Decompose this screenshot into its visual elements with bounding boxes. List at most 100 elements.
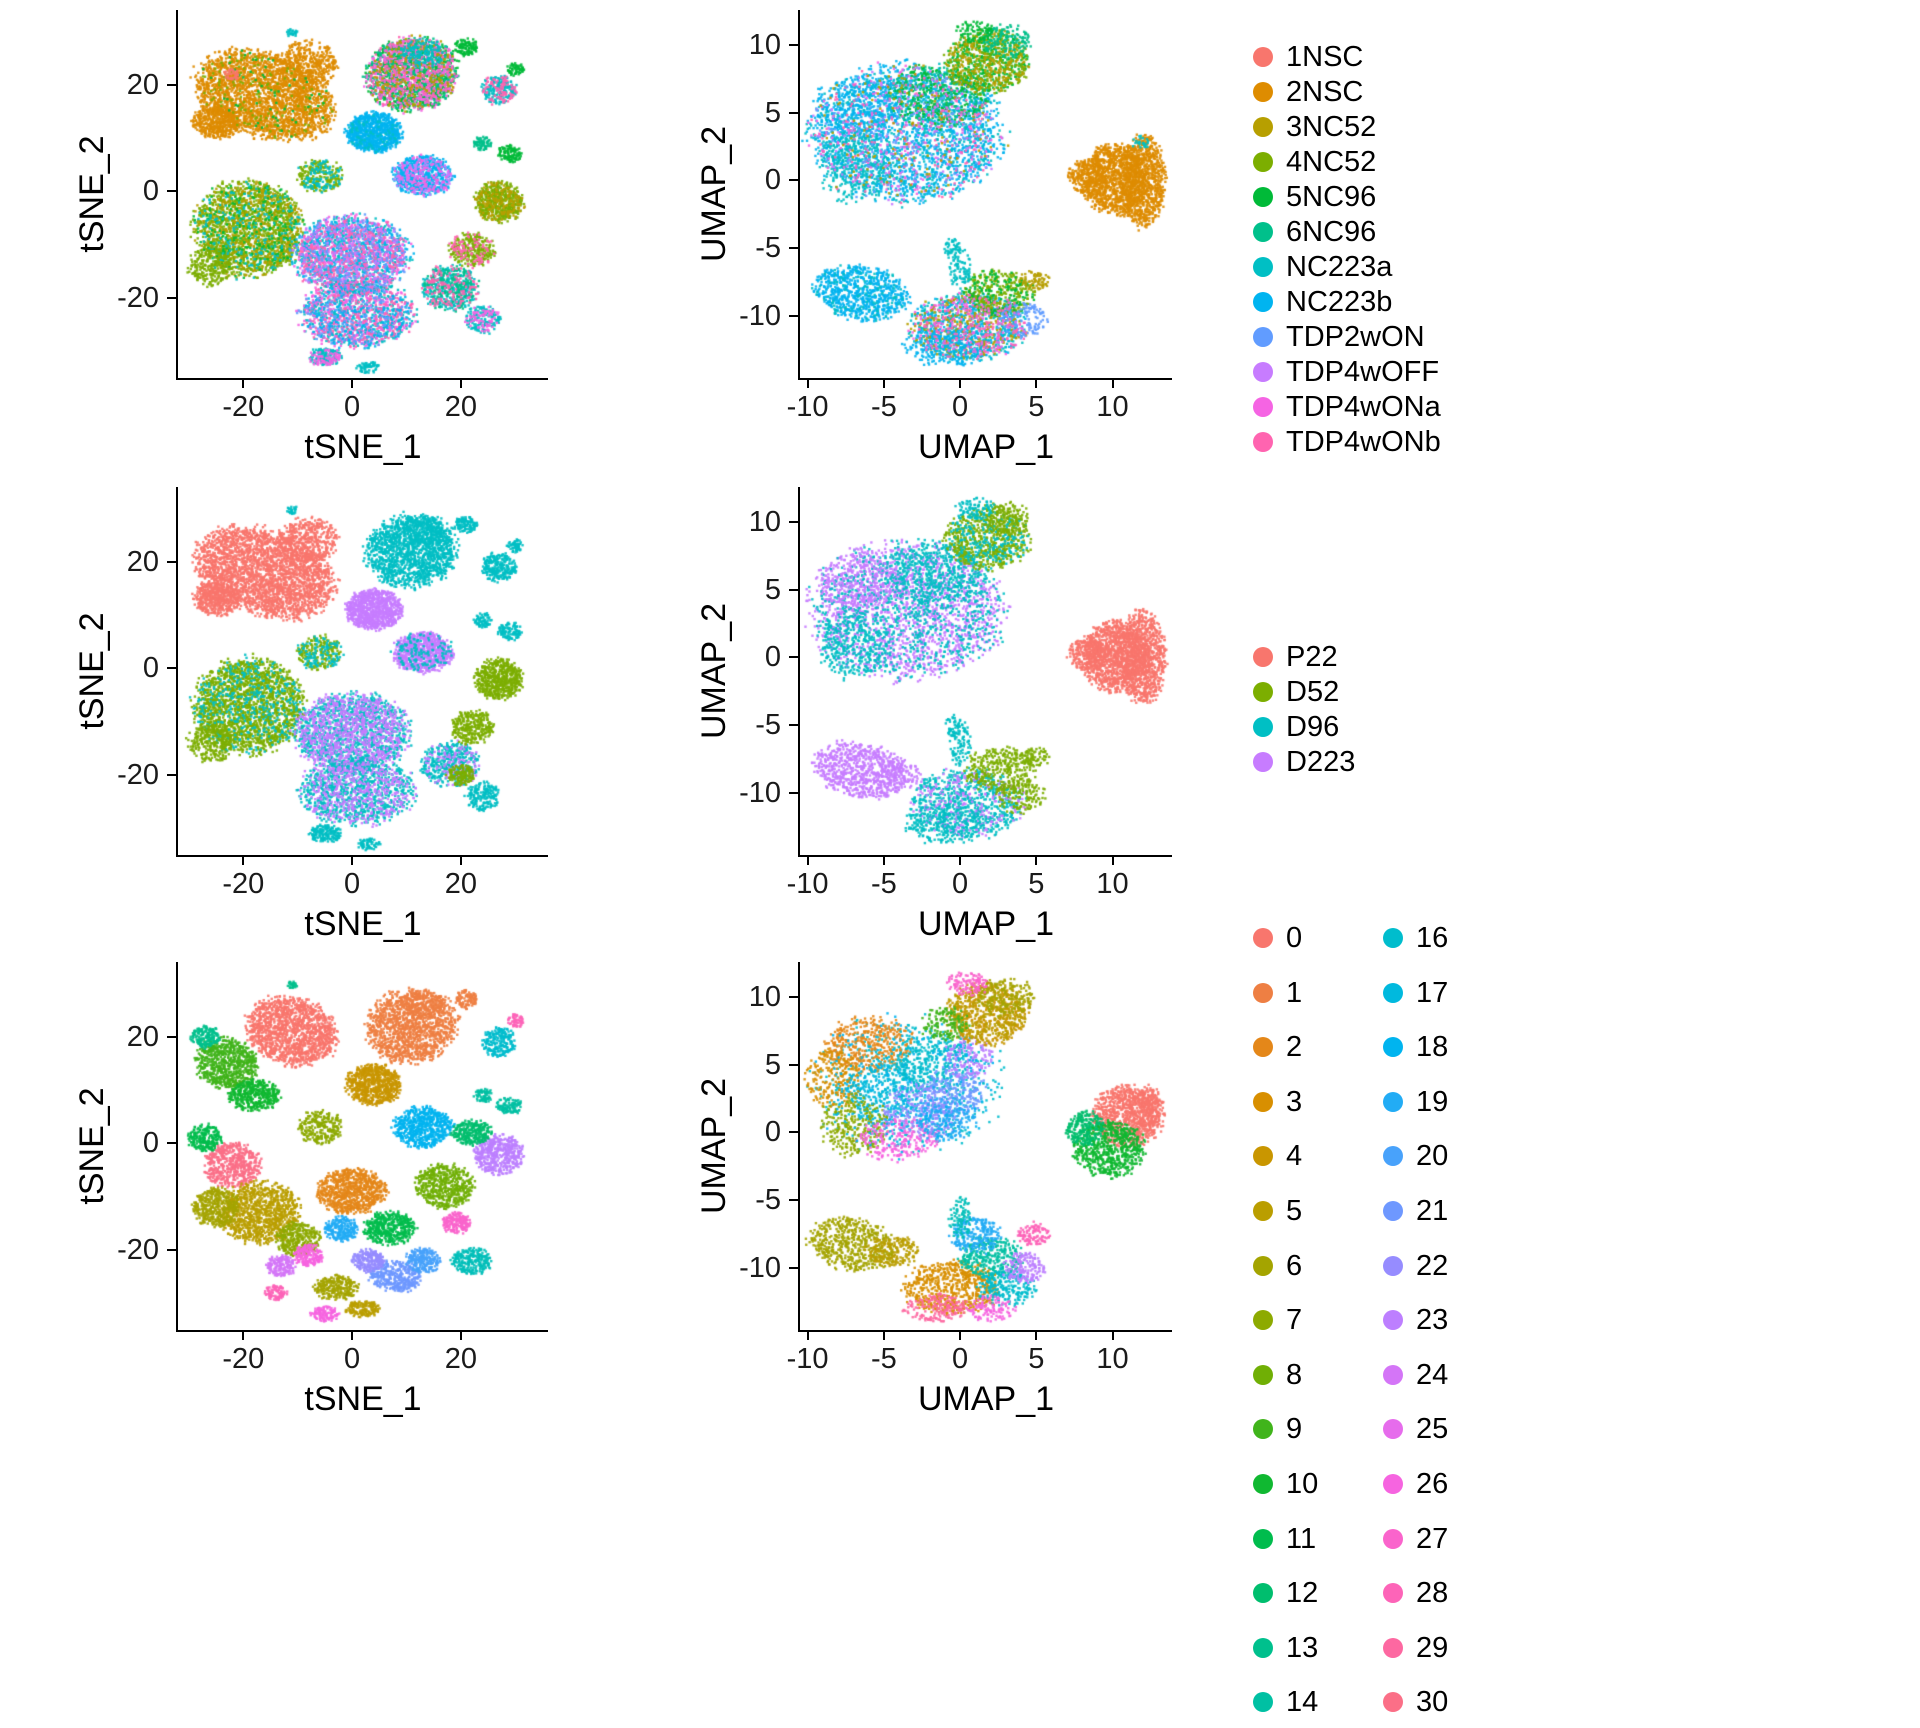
x-tick-mark	[1111, 857, 1114, 865]
x-tick-mark	[242, 380, 245, 388]
legend-swatch-clusters-11	[1253, 1528, 1273, 1549]
legend-swatch-timepoints-D223	[1253, 752, 1273, 772]
y-tick-mark	[789, 179, 798, 182]
legend-swatch-samples-TDP4wOFF	[1253, 362, 1273, 382]
x-tick-mark	[806, 1332, 809, 1340]
x-axis-line	[176, 1330, 548, 1332]
legend-swatch-clusters-3	[1253, 1091, 1273, 1112]
legend-label-samples-4NC52: 4NC52	[1286, 146, 1377, 178]
legend-label-timepoints-D223: D223	[1286, 746, 1356, 778]
y-tick-mark	[789, 791, 798, 794]
x-tick-label: 10	[1096, 1343, 1129, 1375]
legend-swatch-samples-3NC52	[1253, 117, 1273, 137]
legend-label-clusters-1: 1	[1286, 976, 1303, 1009]
x-tick-label: 5	[1028, 1343, 1045, 1375]
legend-swatch-clusters-17	[1383, 982, 1403, 1003]
x-tick-mark	[351, 1332, 354, 1340]
x-axis-line	[798, 378, 1172, 380]
legend-label-samples-1NSC: 1NSC	[1286, 41, 1364, 73]
legend-swatch-clusters-4	[1253, 1146, 1273, 1167]
legend-label-clusters-22: 22	[1416, 1249, 1449, 1282]
legend-label-clusters-27: 27	[1416, 1522, 1449, 1555]
x-tick-label: -5	[870, 868, 897, 900]
y-tick-label: -20	[117, 282, 159, 314]
umap-by-sample-scatter-canvas	[800, 10, 1172, 378]
y-tick-label: -5	[755, 709, 781, 742]
y-tick-label: 10	[748, 29, 781, 62]
x-tick-label: 20	[444, 868, 478, 900]
legend-label-clusters-24: 24	[1416, 1358, 1449, 1391]
x-tick-label: -10	[786, 868, 829, 900]
legend-label-clusters-2: 2	[1286, 1031, 1303, 1064]
legend-swatch-clusters-8	[1253, 1364, 1273, 1385]
y-tick-mark	[167, 560, 176, 563]
x-tick-mark	[882, 380, 885, 388]
x-tick-label: 20	[444, 1343, 478, 1375]
x-tick-mark	[459, 380, 462, 388]
legend-label-clusters-8: 8	[1286, 1358, 1303, 1391]
legend-swatch-clusters-16	[1383, 928, 1403, 948]
legend-swatch-timepoints-D96	[1253, 717, 1273, 737]
x-tick-label: 0	[344, 868, 361, 900]
x-tick-label: 0	[344, 1343, 361, 1375]
legend-label-clusters-28: 28	[1416, 1577, 1449, 1610]
x-axis-line	[176, 378, 548, 380]
legend-label-samples-6NC96: 6NC96	[1286, 216, 1377, 248]
y-tick-label: 5	[764, 573, 781, 606]
legend-swatch-samples-TDP4wONb	[1253, 432, 1273, 452]
y-tick-mark	[167, 190, 176, 193]
legend-label-clusters-18: 18	[1416, 1031, 1449, 1064]
legend-label-samples-3NC52: 3NC52	[1286, 111, 1377, 143]
y-tick-mark	[789, 1266, 798, 1269]
legend-swatch-samples-2NSC	[1253, 82, 1273, 102]
x-tick-label: 5	[1028, 391, 1045, 423]
y-tick-mark	[167, 774, 176, 776]
x-tick-mark	[959, 857, 962, 865]
legend-label-clusters-11: 11	[1286, 1522, 1317, 1555]
legend-swatch-clusters-5	[1253, 1201, 1273, 1221]
legend-swatch-samples-5NC96	[1253, 187, 1273, 207]
legend-swatch-clusters-0	[1253, 928, 1273, 948]
y-tick-mark	[167, 1249, 176, 1251]
legend-label-clusters-7: 7	[1286, 1304, 1303, 1337]
y-tick-mark	[789, 1063, 798, 1066]
y-tick-mark	[789, 1199, 798, 1202]
legend-swatch-clusters-14	[1253, 1692, 1273, 1713]
x-axis-title: UMAP_1	[917, 1380, 1055, 1418]
legend-label-timepoints-P22: P22	[1286, 641, 1338, 673]
y-axis-line	[176, 487, 178, 857]
x-tick-label: -10	[786, 1343, 829, 1375]
legend-label-clusters-14: 14	[1286, 1686, 1319, 1719]
y-tick-label: -10	[739, 1251, 781, 1284]
y-tick-mark	[789, 314, 798, 317]
legend-swatch-clusters-25	[1383, 1419, 1403, 1440]
x-tick-mark	[242, 1332, 245, 1340]
y-tick-mark	[789, 521, 798, 524]
tsne-by-timepoint-scatter-canvas	[178, 487, 548, 855]
legend-swatch-clusters-1	[1253, 982, 1273, 1003]
legend-swatch-clusters-7	[1253, 1310, 1273, 1331]
y-tick-mark	[789, 111, 798, 114]
x-tick-label: 0	[952, 391, 969, 423]
x-tick-mark	[351, 857, 354, 865]
y-tick-label: 0	[142, 175, 159, 208]
y-tick-mark	[789, 247, 798, 250]
legend-label-samples-TDP4wONb: TDP4wONb	[1286, 426, 1441, 458]
y-tick-label: 5	[764, 96, 781, 129]
y-tick-mark	[789, 656, 798, 659]
x-tick-label: -5	[870, 1343, 897, 1375]
y-axis-line	[798, 487, 800, 857]
y-tick-label: -5	[755, 232, 781, 265]
legend-swatch-clusters-24	[1383, 1364, 1403, 1385]
umap-by-cluster-scatter-canvas	[800, 962, 1172, 1330]
y-tick-mark	[167, 667, 176, 670]
y-tick-mark	[167, 1142, 176, 1145]
legend-swatch-clusters-22	[1383, 1255, 1403, 1276]
legend-label-clusters-30: 30	[1416, 1686, 1449, 1719]
x-axis-title: tSNE_1	[304, 905, 422, 943]
y-tick-mark	[167, 297, 176, 299]
x-tick-mark	[242, 857, 245, 865]
x-tick-label: 0	[952, 868, 969, 900]
legend-swatch-clusters-18	[1383, 1037, 1403, 1058]
